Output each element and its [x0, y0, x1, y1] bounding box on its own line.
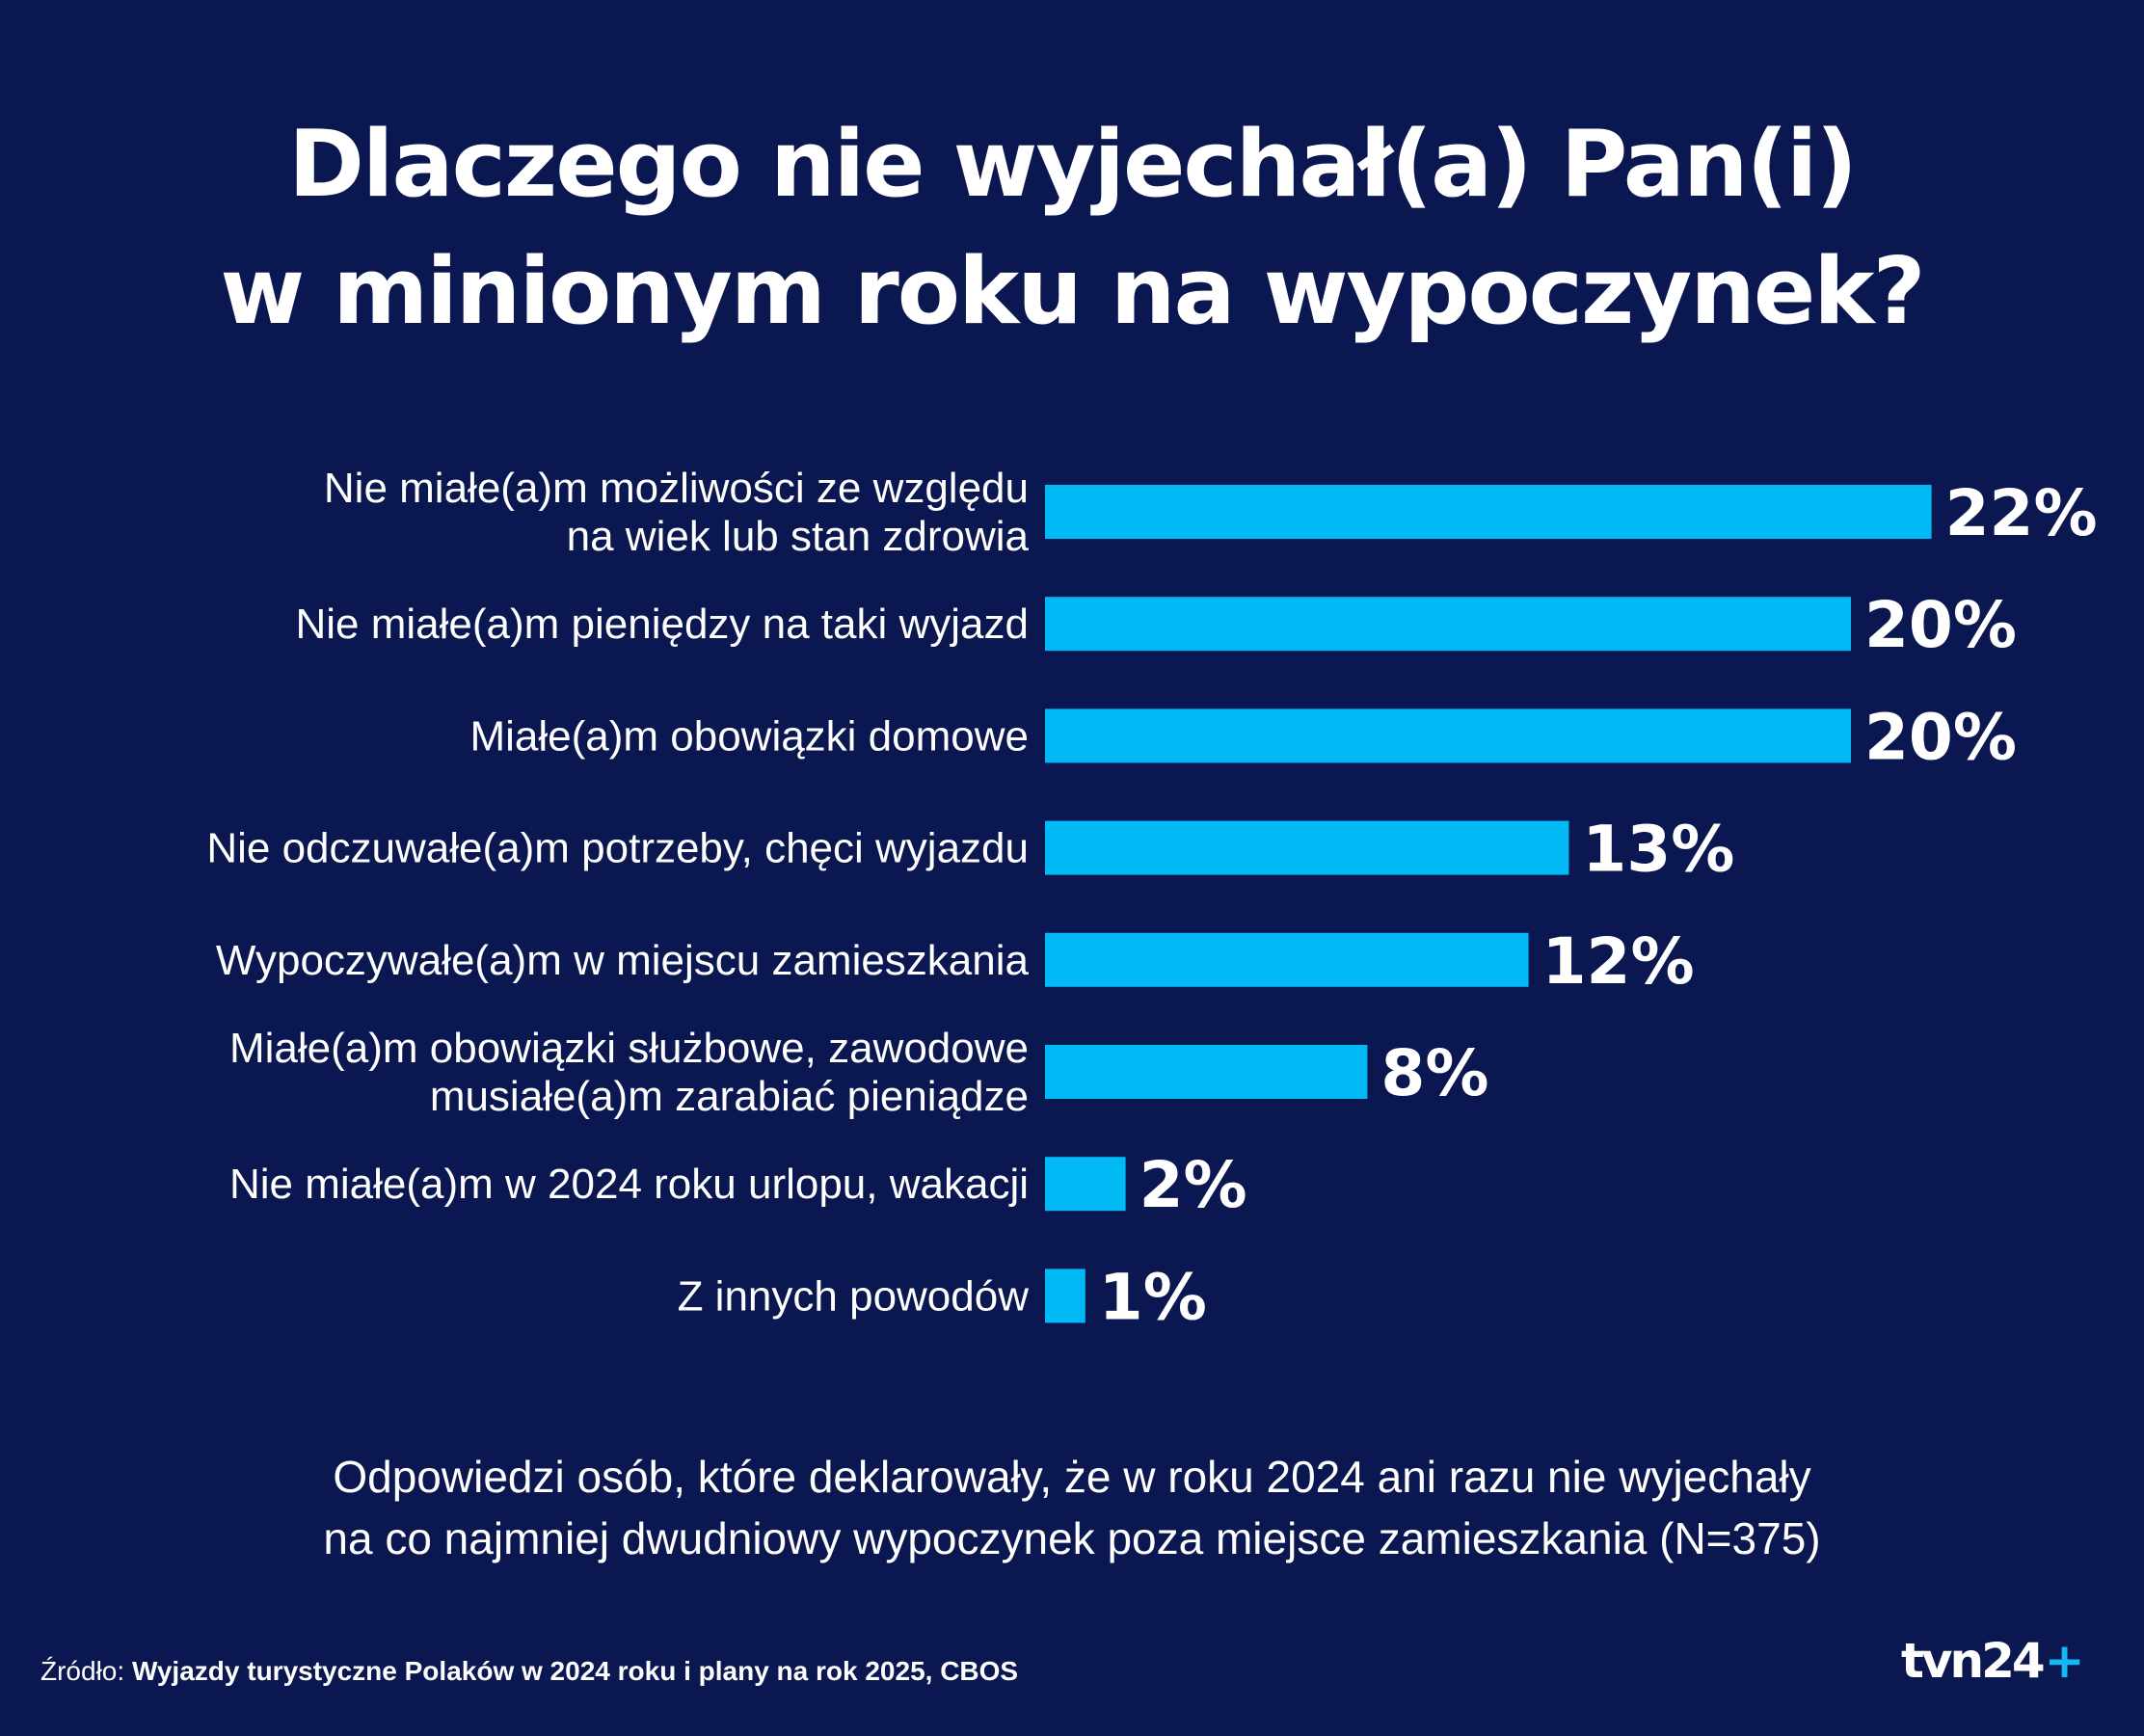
- chart-title-line-2: w minionym roku na wypoczynek?: [220, 239, 1925, 345]
- bar-value-label: 12%: [1542, 924, 1695, 999]
- category-label: musiałe(a)m zarabiać pieniądze: [430, 1073, 1029, 1120]
- bar: [1045, 1045, 1368, 1099]
- category-label: na wiek lub stan zdrowia: [567, 513, 1030, 560]
- survey-note-line-2: na co najmniej dwudniowy wypoczynek poza…: [323, 1513, 1821, 1563]
- bar: [1045, 597, 1851, 652]
- category-label: Nie miałe(a)m pieniędzy na taki wyjazd: [295, 601, 1029, 648]
- logo-text: tvn24: [1901, 1633, 2046, 1689]
- chart-title-line-1: Dlaczego nie wyjechał(a) Pan(i): [288, 112, 1858, 218]
- bar-value-label: 22%: [1945, 476, 2098, 550]
- bar-value-label: 20%: [1864, 700, 2017, 774]
- survey-note: Odpowiedzi osób, które deklarowały, że w…: [0, 1446, 2144, 1569]
- logo-plus: +: [2044, 1633, 2085, 1689]
- bar-value-label: 20%: [1864, 588, 2017, 662]
- survey-note-line-1: Odpowiedzi osób, które deklarowały, że w…: [333, 1452, 1811, 1502]
- bar: [1045, 1157, 1126, 1212]
- category-label: Wypoczywałe(a)m w miejscu zamieszkania: [216, 937, 1030, 984]
- category-label: Nie miałe(a)m możliwości ze względu: [324, 465, 1029, 512]
- bar-value-label: 1%: [1099, 1260, 1207, 1334]
- chart-title: Dlaczego nie wyjechał(a) Pan(i) w minion…: [0, 101, 2144, 356]
- source-text: Wyjazdy turystyczne Polaków w 2024 roku …: [131, 1656, 1019, 1686]
- source-label: Źródło:: [40, 1656, 132, 1686]
- bar: [1045, 485, 1932, 539]
- bar: [1045, 820, 1569, 875]
- source-credit: Źródło: Wyjazdy turystyczne Polaków w 20…: [40, 1656, 1018, 1687]
- category-label: Nie miałe(a)m w 2024 roku urlopu, wakacj…: [229, 1161, 1029, 1208]
- bar-value-label: 2%: [1139, 1148, 1247, 1222]
- category-label: Miałe(a)m obowiązki domowe: [469, 712, 1029, 760]
- bar-chart: 22% Nie miałe(a)m możliwości ze względuna…: [206, 465, 2098, 1334]
- bar-value-label: 8%: [1380, 1036, 1488, 1110]
- category-label: Z innych powodów: [678, 1272, 1030, 1320]
- bar: [1045, 1269, 1085, 1323]
- category-label: Miałe(a)m obowiązki służbowe, zawodowe: [229, 1025, 1029, 1072]
- bar-value-label: 13%: [1582, 813, 1734, 887]
- category-label: Nie odczuwałe(a)m potrzeby, chęci wyjazd…: [206, 825, 1029, 872]
- tvn24-logo: tvn24+: [1901, 1633, 2085, 1689]
- bar: [1045, 932, 1529, 987]
- bar: [1045, 708, 1851, 763]
